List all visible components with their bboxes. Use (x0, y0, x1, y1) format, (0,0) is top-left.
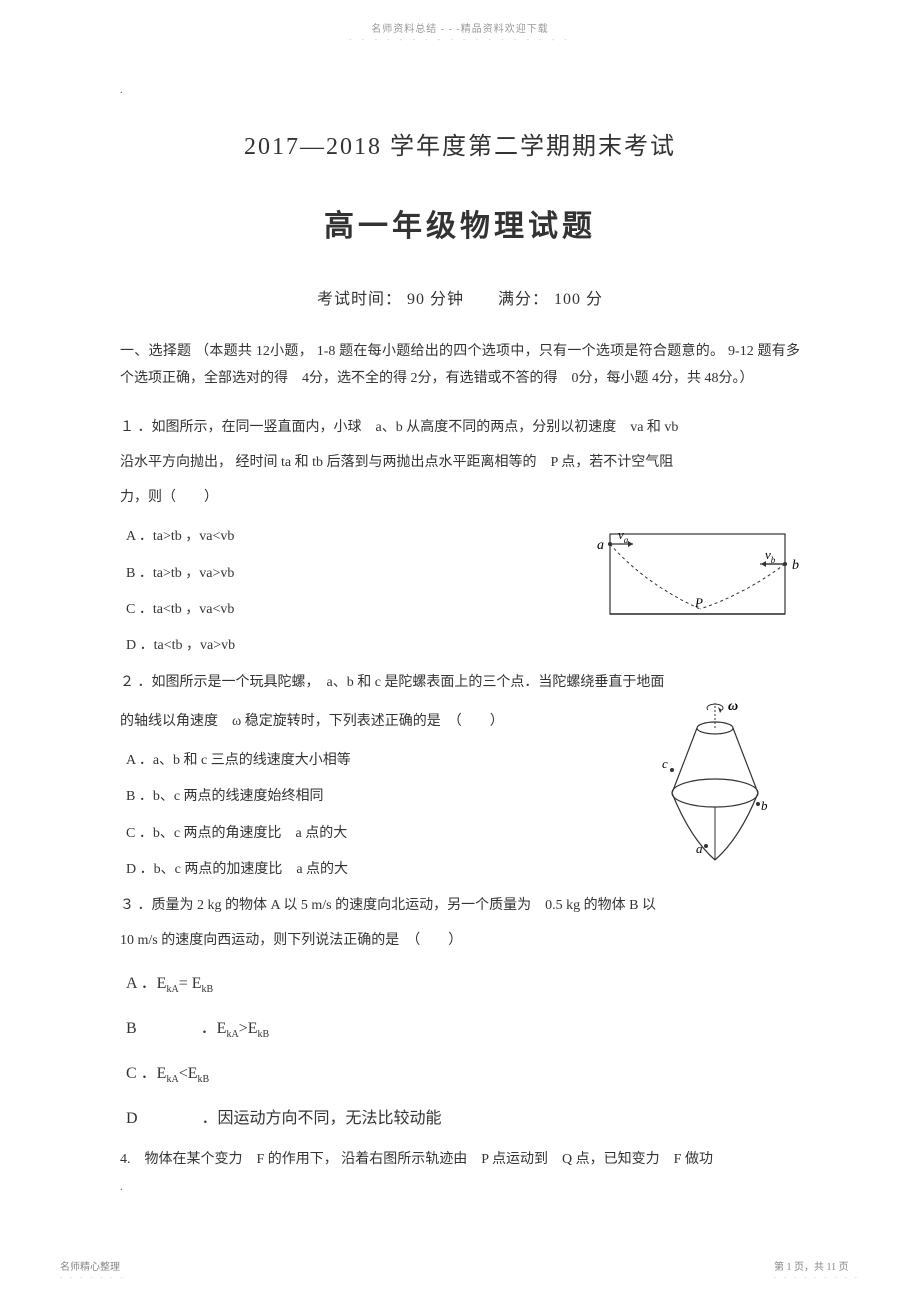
q3-options: A ．EkA= EkB B ．EkA>EkB C ．EkA<EkB D ．因运动… (120, 962, 800, 1141)
section-intro: 一、选择题 （本题共 12小题， 1-8 题在每小题给出的四个选项中，只有一个选… (120, 339, 800, 392)
question-1: １ ．如图所示，在同一竖直面内，小球 a、b 从高度不同的两点，分别以初速度 v… (120, 410, 800, 515)
footer-left-dots: - - - - - - - (60, 1273, 126, 1281)
page-content: . 2017—2018 学年度第二学期期末考试 高一年级物理试题 考试时间： 9… (0, 44, 920, 1177)
q1-opt-d: D ．ta<tb ，va>vb (126, 628, 800, 664)
question-2: ２ ．如图所示是一个玩具陀螺， a、b 和 c 是陀螺表面上的三个点．当陀螺绕垂… (120, 665, 800, 700)
footer-right: 第 1 页，共 11 页 - - - - - - - - - (774, 1258, 860, 1281)
q1-line3: 力，则（ ） (120, 480, 800, 515)
q1-line1: １ ．如图所示，在同一竖直面内，小球 a、b 从高度不同的两点，分别以初速度 v… (120, 410, 800, 445)
q4-line1: 4. 物体在某个变力 F 的作用下， 沿着右图所示轨迹由 P 点运动到 Q 点，… (120, 1142, 800, 1177)
fig2-c: c (662, 756, 668, 771)
q3-opt-a: A ．EkA= EkB (126, 962, 466, 1007)
q2-line1: ２ ．如图所示是一个玩具陀螺， a、b 和 c 是陀螺表面上的三个点．当陀螺绕垂… (120, 665, 800, 700)
fig1-label-va: va (618, 529, 629, 545)
fig1-label-b: b (792, 558, 799, 573)
fig1-label-a: a (597, 538, 604, 553)
q2-block: ω c b a 的轴线以角速度 ω 稳定旋转时，下列表述正确的是 （ ） A ．… (120, 704, 800, 889)
q3-opt-b: B ．EkA>EkB (126, 1007, 466, 1052)
footer-left: 名师精心整理 - - - - - - - (60, 1258, 126, 1281)
q3-line1: ３ ．质量为 2 kg 的物体 A 以 5 m/s 的速度向北运动，另一个质量为… (120, 888, 800, 923)
q1-figure: a va b vb P (585, 529, 810, 619)
question-4: 4. 物体在某个变力 F 的作用下， 沿着右图所示轨迹由 P 点运动到 Q 点，… (120, 1142, 800, 1177)
footer-right-dots: - - - - - - - - - (774, 1273, 860, 1281)
header-small-text: 名师资料总结 - - -精品资料欢迎下载 (0, 0, 920, 35)
q3-opt-c: C ．EkA<EkB (126, 1052, 466, 1097)
footer-left-text: 名师精心整理 (60, 1258, 126, 1273)
title-line-1: 2017—2018 学年度第二学期期末考试 (120, 126, 800, 161)
exam-info: 考试时间： 90 分钟 满分： 100 分 (120, 285, 800, 309)
q1-options-block: a va b vb P A ．ta>tb ，va<vb B ．ta>tb ，va… (120, 519, 800, 665)
top-dot: . (120, 84, 800, 96)
fig1-label-vb: vb (765, 547, 776, 565)
fig2-b: b (761, 798, 768, 813)
header-dots: - - - - - - - - - - - - - - - - - - (0, 35, 920, 44)
q3-line2: 10 m/s 的速度向西运动，则下列说法正确的是 （ ） (120, 923, 800, 958)
fig2-a: a (696, 841, 703, 856)
footer: 名师精心整理 - - - - - - - 第 1 页，共 11 页 - - - … (0, 1258, 920, 1281)
q2-line2: 的轴线以角速度 ω 稳定旋转时，下列表述正确的是 （ ） (120, 704, 800, 739)
footer-right-text: 第 1 页，共 11 页 (774, 1258, 860, 1273)
q3-opt-d: D ．因运动方向不同，无法比较动能 (126, 1097, 466, 1142)
title-line-2: 高一年级物理试题 (120, 201, 800, 245)
question-3: ３ ．质量为 2 kg 的物体 A 以 5 m/s 的速度向北运动，另一个质量为… (120, 888, 800, 958)
q1-line2: 沿水平方向抛出， 经时间 ta 和 tb 后落到与两抛出点水平距离相等的 P 点… (120, 445, 800, 480)
bottom-dot: . (120, 1181, 123, 1193)
fig1-label-p: P (694, 595, 703, 610)
